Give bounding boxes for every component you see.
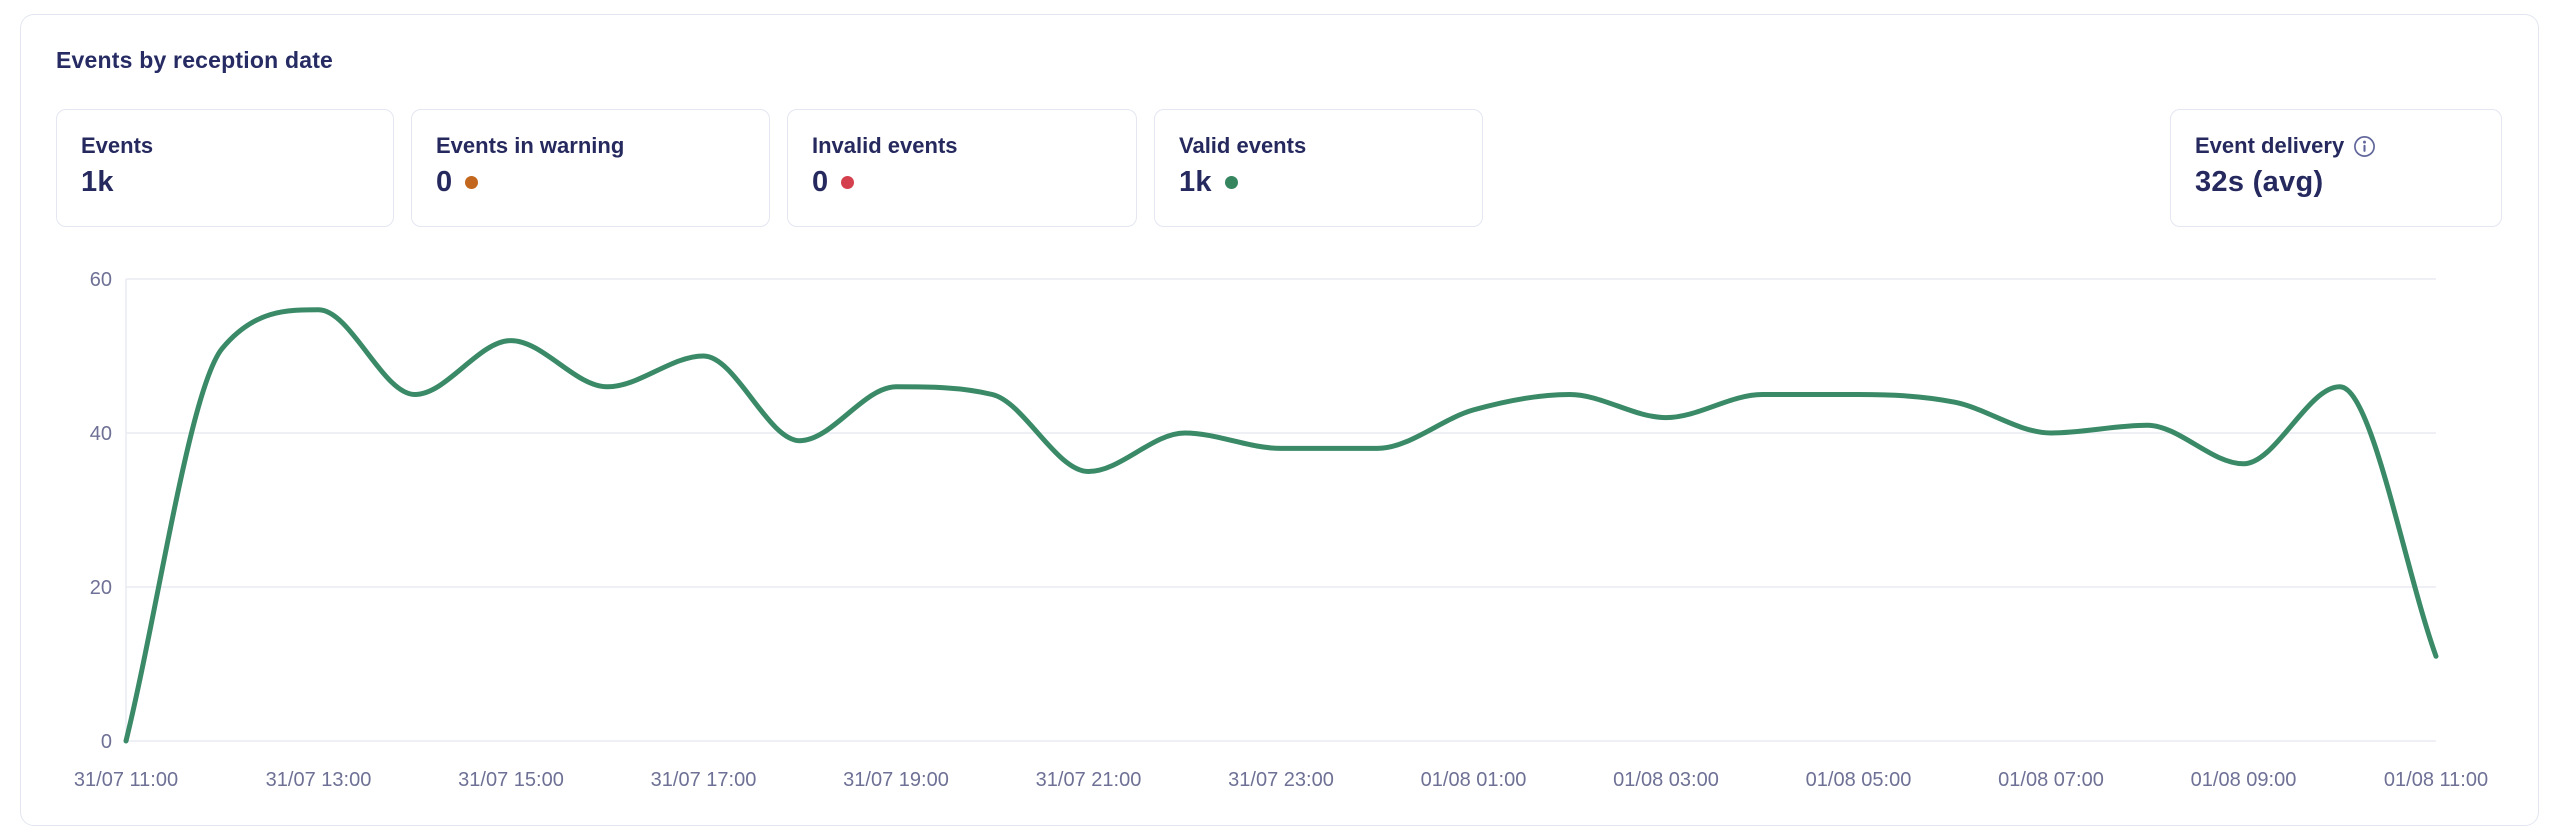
stat-value: 0: [436, 166, 453, 198]
stat-value: 1k: [81, 166, 114, 198]
invalid-dot: [841, 176, 855, 189]
valid-dot: [1224, 176, 1238, 189]
x-axis-label: 31/07 19:00: [843, 769, 949, 791]
x-axis-label: 31/07 15:00: [458, 769, 564, 791]
events-panel: Events by reception date Events 1k Event…: [20, 14, 2539, 826]
stat-card-events-in-warning: Events in warning 0: [411, 109, 770, 227]
page-title: Events by reception date: [56, 47, 334, 73]
x-axis-label: 31/07 23:00: [1228, 769, 1334, 791]
stat-card-event-delivery: Event delivery 32s (avg): [2170, 109, 2502, 227]
x-axis-label: 01/08 09:00: [2191, 769, 2297, 791]
stat-label: Valid events: [1179, 133, 1307, 158]
stat-card-events: Events 1k: [56, 109, 394, 227]
y-axis-label: 0: [101, 731, 112, 753]
y-axis-label: 40: [90, 423, 112, 445]
x-axis-label: 31/07 13:00: [266, 769, 372, 791]
x-axis-label: 31/07 21:00: [1036, 769, 1142, 791]
x-axis-label: 01/08 11:00: [2384, 769, 2488, 791]
stat-label: Events in warning: [436, 133, 625, 158]
events-series-line: [123, 307, 2439, 744]
stat-card-invalid-events: Invalid events 0: [787, 109, 1137, 227]
x-axis-label: 01/08 01:00: [1421, 769, 1527, 791]
stat-label: Events: [81, 133, 154, 158]
events-line-chart: 0 20 40 60 31/07 11:00 31/07 13:00 31/07 15:00…: [74, 269, 2488, 791]
y-axis-label: 60: [90, 269, 112, 291]
stat-value: 32s (avg): [2195, 166, 2324, 198]
stat-label: Invalid events: [812, 133, 958, 158]
y-axis-label: 20: [90, 577, 112, 599]
info-icon[interactable]: [2353, 135, 2376, 158]
x-axis-label: 31/07 17:00: [651, 769, 757, 791]
x-axis-label: 01/08 05:00: [1806, 769, 1912, 791]
x-axis-label: 01/08 03:00: [1613, 769, 1719, 791]
x-axis-label: 31/07 11:00: [74, 769, 178, 791]
stat-value: 0: [812, 166, 829, 198]
stats-row: Events 1k Events in warning 0 Invalid ev…: [56, 109, 2502, 227]
x-axis-label: 01/08 07:00: [1998, 769, 2104, 791]
stat-label: Event delivery: [2195, 133, 2345, 158]
stat-value: 1k: [1179, 166, 1212, 198]
stat-card-valid-events: Valid events 1k: [1154, 109, 1483, 227]
warning-dot: [465, 176, 479, 189]
